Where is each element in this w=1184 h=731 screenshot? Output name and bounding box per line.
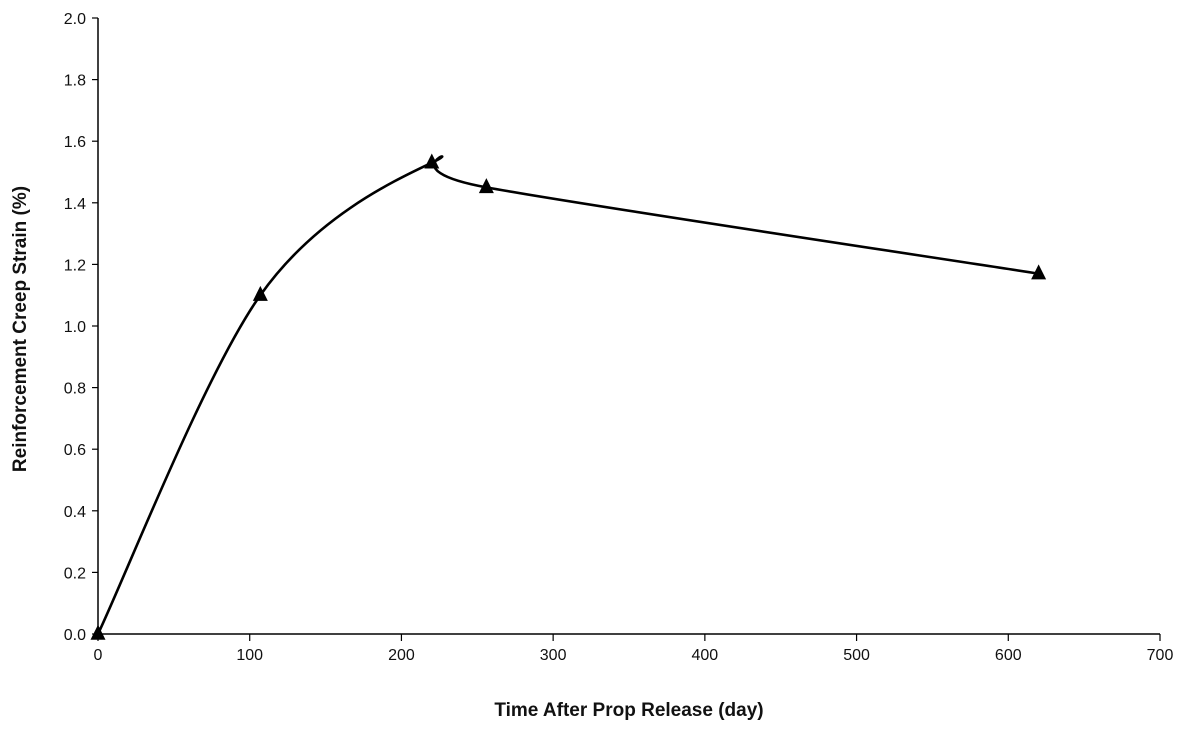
x-tick-label: 0 — [94, 647, 103, 664]
y-axis-title: Reinforcement Creep Strain (%) — [10, 186, 31, 472]
y-tick-label: 0.8 — [64, 381, 86, 398]
data-point-marker — [252, 285, 268, 301]
x-tick-label: 500 — [843, 647, 870, 664]
y-tick-label: 0.0 — [64, 627, 86, 644]
plot-area: 0.0 0.2 0.4 0.6 0.8 1.0 1.2 1.4 1.6 1.8 2.0 0 100 200… — [64, 11, 1174, 664]
x-tick-label: 700 — [1147, 647, 1174, 664]
x-tick-label: 200 — [388, 647, 415, 664]
x-tick-label: 100 — [236, 647, 263, 664]
y-tick-label: 1.4 — [64, 196, 86, 213]
y-tick-label: 1.0 — [64, 319, 86, 336]
y-tick-label: 2.0 — [64, 11, 86, 28]
y-tick-label: 1.8 — [64, 73, 86, 90]
data-point-marker — [478, 178, 494, 194]
y-tick-label: 0.4 — [64, 504, 86, 521]
data-point-marker — [90, 624, 106, 640]
x-tick-label: 400 — [692, 647, 719, 664]
series-line — [96, 155, 1040, 636]
data-point-marker — [1031, 264, 1047, 280]
y-tick-label: 0.6 — [64, 442, 86, 459]
y-tick-label: 1.2 — [64, 257, 86, 274]
y-tick-label: 1.6 — [64, 134, 86, 151]
y-tick-label: 0.2 — [64, 565, 86, 582]
x-axis-title: Time After Prop Release (day) — [494, 700, 763, 721]
x-tick-label: 300 — [540, 647, 567, 664]
data-point-marker — [424, 153, 440, 169]
x-tick-label: 600 — [995, 647, 1022, 664]
